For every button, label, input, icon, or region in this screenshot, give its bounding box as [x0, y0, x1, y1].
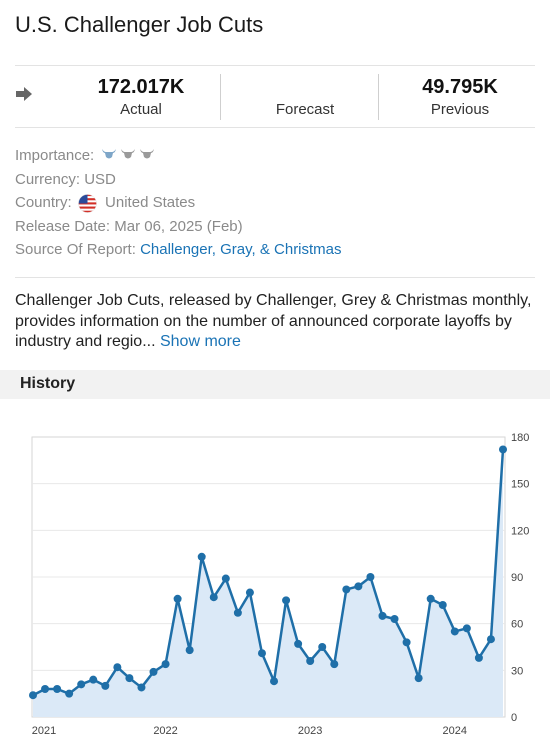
data-point — [282, 596, 291, 605]
y-tick-label: 150 — [511, 479, 529, 491]
stats-panel: 172.017K Actual Forecast 49.795K Previou… — [15, 65, 535, 128]
data-point — [221, 574, 230, 583]
forecast-label: Forecast — [275, 101, 335, 118]
data-point — [137, 683, 146, 692]
series-line — [32, 449, 505, 697]
data-point — [330, 660, 339, 669]
previous-value: 49.795K — [422, 76, 498, 98]
data-point — [65, 689, 74, 698]
country-label: Country: — [15, 194, 72, 211]
actual-label: Actual — [120, 101, 162, 118]
previous-label: Previous — [430, 101, 490, 118]
bull-icon — [120, 144, 136, 168]
data-point — [342, 585, 351, 594]
actual-stat: 172.017K Actual — [55, 66, 227, 129]
importance-label: Importance: — [15, 147, 95, 164]
data-point — [197, 552, 206, 561]
data-point — [125, 674, 134, 683]
country-value: United States — [105, 194, 196, 211]
data-point — [101, 681, 110, 690]
description-text: Challenger Job Cuts, released by Challen… — [15, 292, 532, 350]
data-point — [462, 624, 471, 633]
data-point — [378, 611, 387, 620]
data-point — [474, 653, 483, 662]
actual-value: 172.017K — [97, 76, 185, 98]
data-point — [390, 615, 399, 623]
data-point — [270, 677, 279, 686]
data-point — [149, 667, 158, 676]
data-point — [185, 646, 194, 655]
data-point — [77, 680, 86, 689]
previous-stat: 49.795K Previous — [385, 66, 535, 129]
section-divider — [15, 277, 535, 278]
history-header: History — [0, 370, 550, 399]
series-area — [33, 449, 503, 717]
data-point — [318, 643, 327, 651]
y-tick-label: 30 — [511, 665, 523, 677]
bull-icon — [139, 144, 155, 168]
x-tick-label: 2023 — [298, 725, 322, 737]
forecast-stat: Forecast — [225, 66, 385, 129]
data-point — [209, 593, 218, 602]
release-date-value: Mar 06, 2025 (Feb) — [114, 217, 243, 235]
data-point — [113, 663, 122, 672]
data-point — [89, 675, 98, 684]
currency-value: USD — [84, 170, 116, 188]
right-arrow-icon — [15, 86, 33, 107]
x-tick-label: 2021 — [32, 725, 56, 737]
source-link[interactable]: Challenger, Gray, & Christmas — [140, 241, 342, 258]
currency-label: Currency: — [15, 170, 81, 188]
data-point — [294, 639, 303, 648]
y-tick-label: 60 — [511, 619, 523, 631]
us-flag-icon — [78, 193, 97, 213]
data-point — [41, 685, 50, 693]
data-point — [414, 674, 423, 683]
data-point — [245, 588, 254, 597]
bull-icon — [101, 144, 117, 168]
data-point — [29, 691, 37, 700]
x-tick-label: 2024 — [443, 725, 467, 737]
stat-divider — [220, 74, 221, 120]
history-title: History — [20, 375, 76, 392]
data-point — [499, 445, 507, 454]
data-point — [450, 627, 459, 636]
country-row: Country: United States — [15, 191, 342, 215]
y-tick-label: 120 — [511, 525, 529, 537]
data-point — [402, 638, 411, 647]
currency-row: Currency: USD — [15, 168, 342, 192]
data-point — [161, 660, 170, 669]
source-row: Source Of Report: Challenger, Gray, & Ch… — [15, 238, 342, 262]
importance-rating — [98, 147, 155, 164]
data-point — [233, 608, 242, 617]
stat-divider — [378, 74, 379, 120]
x-tick-label: 2022 — [153, 725, 177, 737]
data-point — [366, 573, 375, 581]
show-more-link[interactable]: Show more — [159, 333, 241, 350]
history-chart-svg: 0 30 60 90 120 150 180 2021 2022 2023 2024 — [29, 432, 529, 737]
event-details: Importance: Currency: USD Country: — [15, 144, 342, 262]
page-title: U.S. Challenger Job Cuts — [15, 12, 264, 37]
history-chart: 0 30 60 90 120 150 180 2021 2022 2023 2024 — [0, 425, 550, 756]
release-date-label: Release Date: — [15, 217, 111, 235]
data-point — [53, 685, 62, 693]
data-point — [257, 649, 266, 658]
data-point — [426, 594, 435, 603]
y-tick-label: 0 — [511, 712, 517, 724]
release-date-row: Release Date: Mar 06, 2025 (Feb) — [15, 215, 342, 239]
data-point — [486, 635, 495, 644]
data-point — [354, 582, 363, 591]
event-description: Challenger Job Cuts, released by Challen… — [15, 291, 535, 353]
importance-row: Importance: — [15, 144, 342, 168]
y-tick-label: 90 — [511, 572, 523, 584]
data-point — [306, 657, 315, 665]
source-label: Source Of Report: — [15, 241, 136, 258]
data-point — [173, 594, 182, 603]
y-tick-label: 180 — [511, 432, 529, 444]
data-point — [438, 601, 447, 609]
